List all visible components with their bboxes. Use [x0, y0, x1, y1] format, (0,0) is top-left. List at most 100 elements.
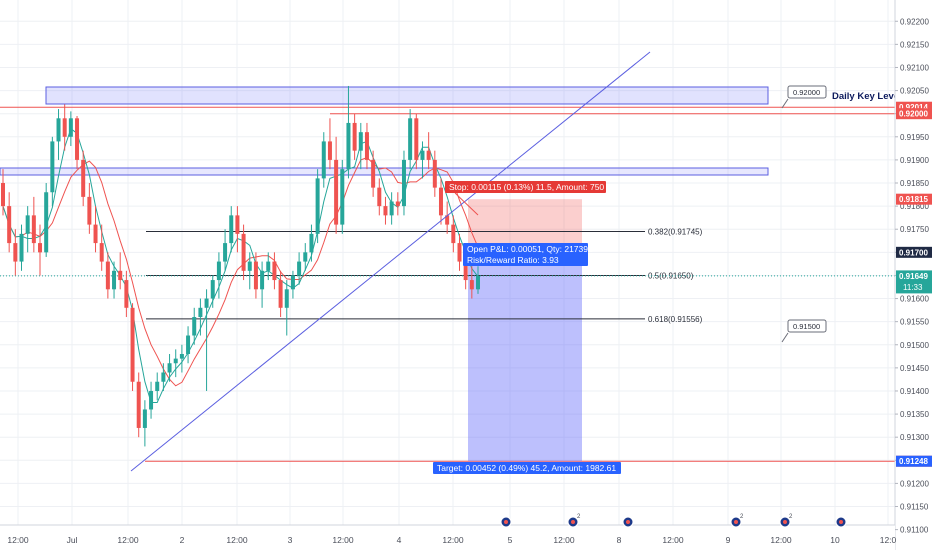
price-tick-label: 0.91200 — [900, 479, 929, 488]
price-tick-label: 0.92200 — [900, 17, 929, 26]
candle-body — [192, 317, 197, 336]
candle-body — [105, 261, 110, 290]
candle-body — [352, 122, 357, 151]
candle-body — [75, 118, 80, 160]
candle-body — [44, 192, 49, 253]
candle-body — [309, 233, 314, 253]
economic-event-icon[interactable] — [835, 516, 847, 528]
candle-body — [346, 122, 351, 170]
pnl-label-text: Open P&L: 0.00051, Qty: 217391 — [467, 244, 593, 254]
candle-body — [142, 409, 147, 428]
candle-body — [290, 275, 295, 290]
price-tag-label: 0.92000 — [899, 110, 928, 119]
price-tick-label: 0.91350 — [900, 410, 929, 419]
profit-target-zone — [468, 252, 582, 462]
time-tick-label: 9 — [726, 535, 731, 545]
candle-body — [266, 261, 271, 271]
candle-body — [204, 298, 209, 308]
callout-text: 0.92000 — [793, 88, 820, 97]
economic-event-icon[interactable]: 2 — [730, 514, 744, 528]
callout-box — [787, 319, 827, 333]
price-tick-label: 0.91450 — [900, 364, 929, 373]
time-tick-label: 12:00 — [332, 535, 354, 545]
price-tick-label: 0.91800 — [900, 202, 929, 211]
candle-body — [438, 187, 443, 216]
candle-body — [93, 224, 98, 244]
economic-event-icon[interactable] — [622, 516, 634, 528]
candle-body — [161, 372, 166, 382]
candle-body — [383, 206, 388, 216]
time-tick-label: 12:00 — [770, 535, 792, 545]
candle-body — [247, 261, 252, 271]
candle-body — [38, 243, 43, 253]
callout-text: 0.91500 — [793, 322, 820, 331]
price-tick-label: 0.91900 — [900, 156, 929, 165]
candle-body — [408, 118, 413, 160]
time-tick-label: 12:00 — [442, 535, 464, 545]
event-count: 2 — [740, 514, 744, 520]
event-flag-dot — [839, 520, 843, 524]
target-label-text: Target: 0.00452 (0.49%) 45.2, Amount: 19… — [437, 463, 616, 473]
candle-body — [136, 381, 141, 428]
economic-event-icon[interactable]: 2 — [779, 514, 793, 528]
time-tick-label: 8 — [617, 535, 622, 545]
event-flag-dot — [783, 520, 787, 524]
candle-body — [13, 243, 18, 262]
target-label: Target: 0.00452 (0.49%) 45.2, Amount: 19… — [433, 462, 621, 474]
trend-line — [130, 51, 651, 472]
candle-body — [112, 270, 117, 290]
candle-body — [334, 159, 339, 225]
candle-body — [321, 141, 326, 179]
time-tick-label: 12:0 — [880, 535, 897, 545]
candle-body — [235, 215, 240, 234]
resistance-zone — [0, 167, 769, 176]
stop-label-text: Stop: 0.00115 (0.13%) 11.5, Amount: 750 — [449, 182, 604, 192]
candle-body — [371, 159, 376, 188]
candle-body — [420, 150, 425, 160]
candle-body — [401, 159, 406, 207]
candle-body — [253, 261, 258, 290]
candle-body — [476, 275, 480, 290]
candle-body — [463, 261, 468, 281]
candle-body — [99, 243, 104, 262]
candle-body — [241, 233, 246, 271]
price-tag-bg — [896, 193, 932, 205]
price-tick-label: 0.91550 — [900, 318, 929, 327]
candle-body — [179, 354, 184, 359]
candle-body — [278, 280, 283, 308]
pnl-label-text: Risk/Reward Ratio: 3.93 — [467, 255, 559, 265]
candle-body — [87, 196, 92, 225]
stop-label-bg — [445, 181, 606, 193]
callout-pointer — [781, 332, 789, 343]
candle-body — [130, 307, 135, 382]
time-tick-label: 4 — [397, 535, 402, 545]
target-label-bg — [433, 462, 621, 474]
candle-body — [315, 178, 320, 234]
time-axis-bg — [0, 525, 895, 550]
economic-event-icon[interactable]: 2 — [567, 514, 581, 528]
price-tick-label: 0.91400 — [900, 387, 929, 396]
time-tick-label: 12:00 — [553, 535, 575, 545]
price-tag-bg — [896, 246, 932, 258]
candle-body — [426, 150, 431, 160]
price-tick-label: 0.91850 — [900, 179, 929, 188]
candle-body — [19, 233, 24, 262]
last-price-label: 0.91649 — [899, 272, 928, 281]
callout-pointer — [781, 98, 789, 109]
event-flag-dot — [504, 520, 508, 524]
pnl-label: Open P&L: 0.00051, Qty: 217391Risk/Rewar… — [463, 243, 593, 266]
candle-body — [149, 390, 154, 410]
projection-line — [454, 192, 479, 216]
price-tick-label: 0.92050 — [900, 87, 929, 96]
candle-body — [414, 118, 419, 160]
candle-body — [31, 215, 36, 244]
candle-body — [303, 252, 308, 262]
price-tag-bg — [896, 108, 932, 120]
economic-event-icon[interactable] — [500, 516, 512, 528]
time-tick-label: 5 — [508, 535, 513, 545]
price-tick-label: 0.91500 — [900, 341, 929, 350]
candle-body — [124, 280, 129, 308]
candle-body — [469, 280, 474, 290]
